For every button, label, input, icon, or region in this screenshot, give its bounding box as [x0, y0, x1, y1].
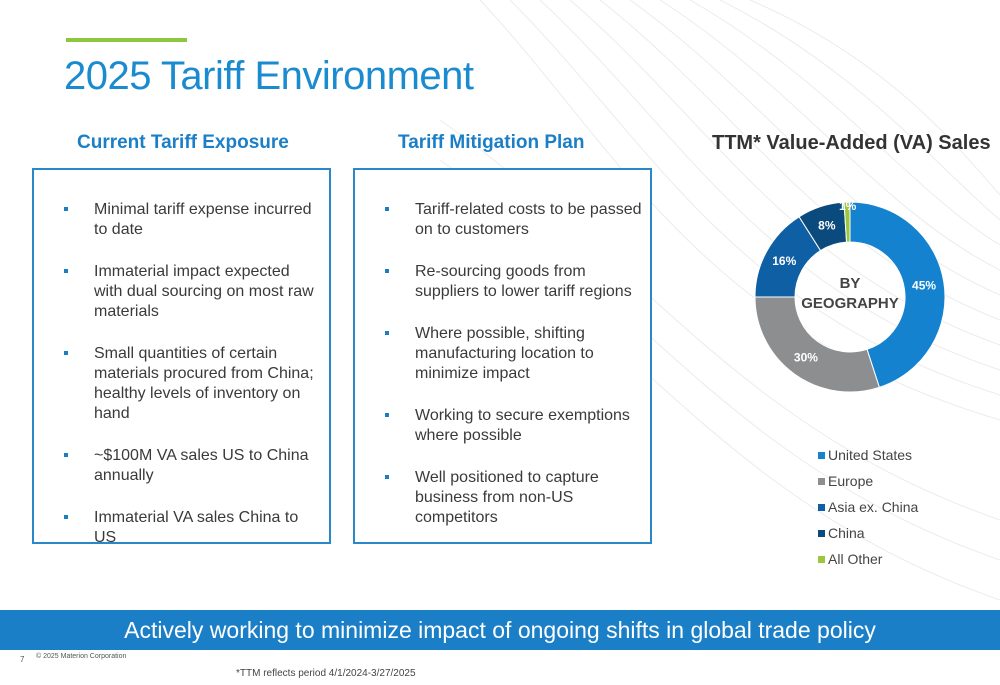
legend-swatch — [818, 504, 825, 511]
legend-label: Asia ex. China — [828, 499, 919, 515]
footnote: *TTM reflects period 4/1/2024-3/27/2025 — [236, 668, 416, 679]
chart-title: TTM* Value-Added (VA) Sales — [712, 132, 991, 154]
data-label: 8% — [818, 219, 836, 233]
title-accent-bar — [66, 38, 187, 42]
bullet-icon — [64, 351, 68, 355]
mitigation-plan-box: Tariff-related costs to be passed on to … — [353, 168, 652, 544]
list-item: Small quantities of certain materials pr… — [64, 344, 317, 424]
list-item: Re-sourcing goods from suppliers to lowe… — [385, 262, 642, 302]
legend-item: United States — [818, 445, 918, 471]
bullet-icon — [385, 331, 389, 335]
geography-donut-chart: 45% 30% 16% 8%1% BY GEOGRAPHY — [754, 199, 946, 393]
data-label: 45% — [912, 278, 936, 292]
bullet-icon — [64, 453, 68, 457]
legend-item: All Other — [818, 549, 918, 575]
mitigation-plan-heading: Tariff Mitigation Plan — [398, 132, 585, 153]
page-title: 2025 Tariff Environment — [64, 54, 474, 98]
bullet-icon — [64, 515, 68, 519]
bullet-icon — [385, 207, 389, 211]
takeaway-banner: Actively working to minimize impact of o… — [0, 610, 1000, 650]
list-item: Immaterial VA sales China to US — [64, 508, 317, 548]
list-item: Working to secure exemptions where possi… — [385, 406, 642, 446]
legend-item: Europe — [818, 471, 918, 497]
center-label-line-1: BY — [840, 275, 861, 292]
list-item: Tariff-related costs to be passed on to … — [385, 200, 642, 240]
legend-swatch — [818, 452, 825, 459]
donut-slice-united-states — [849, 201, 946, 388]
copyright: © 2025 Materion Corporation — [36, 653, 127, 660]
data-label: 16% — [772, 254, 796, 268]
legend-label: Europe — [828, 473, 874, 489]
mitigation-plan-list: Tariff-related costs to be passed on to … — [385, 200, 642, 528]
list-item: Where possible, shifting manufacturing l… — [385, 324, 642, 384]
current-exposure-box: Minimal tariff expense incurred to date … — [32, 168, 331, 546]
data-label: 30% — [794, 351, 818, 365]
legend-swatch — [818, 478, 825, 485]
bullet-icon — [64, 269, 68, 273]
legend-swatch — [818, 530, 825, 537]
bullet-icon — [385, 269, 389, 273]
legend-item: Asia ex. China — [818, 497, 918, 523]
legend-swatch — [818, 556, 825, 563]
list-item: ~$100M VA sales US to China annually — [64, 446, 317, 486]
bullet-icon — [385, 475, 389, 479]
current-exposure-heading: Current Tariff Exposure — [77, 132, 289, 153]
donut-slice-all-other — [843, 201, 851, 243]
list-item: Immaterial impact expected with dual sou… — [64, 262, 317, 322]
center-label-line-2: GEOGRAPHY — [801, 295, 899, 312]
chart-legend: United States Europe Asia ex. China China Al… — [818, 445, 918, 575]
list-item: Minimal tariff expense incurred to date — [64, 200, 317, 240]
legend-label: United States — [828, 447, 913, 463]
list-item: Well positioned to capture business from… — [385, 468, 642, 528]
bullet-icon — [385, 413, 389, 417]
page-number: 7 — [20, 655, 25, 664]
donut-slice-europe — [754, 296, 880, 393]
legend-label: All Other — [828, 551, 883, 567]
bullet-icon — [64, 207, 68, 211]
current-exposure-list: Minimal tariff expense incurred to date … — [64, 200, 317, 548]
legend-item: China — [818, 523, 918, 549]
legend-label: China — [828, 525, 865, 541]
data-label: 1% — [839, 199, 857, 213]
